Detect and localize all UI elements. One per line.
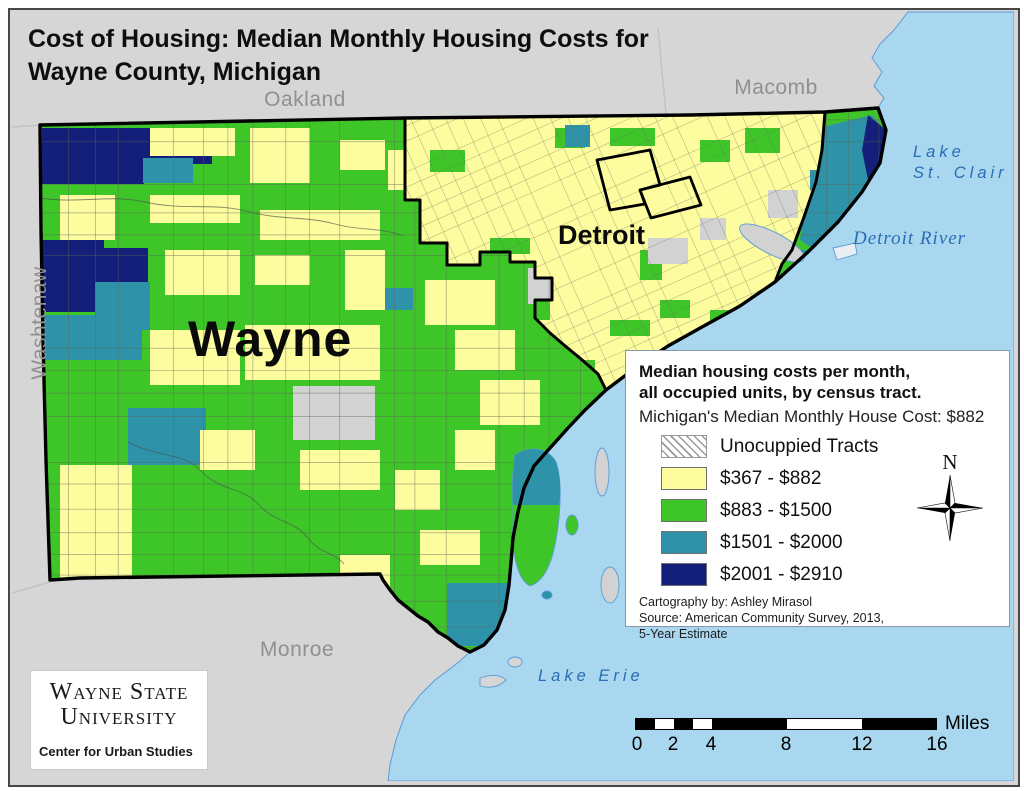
logo-org-line1: Wayne State: [49, 679, 189, 705]
legend-note: Michigan's Median Monthly House Cost: $8…: [639, 407, 985, 426]
scale-tick: 2: [667, 734, 679, 755]
place-label-detroit: Detroit: [558, 220, 645, 250]
north-arrow-icon: N: [916, 451, 984, 542]
detroit-city-boundary: [403, 111, 827, 391]
logo-dept: Center for Urban Studies: [39, 744, 193, 759]
detroit-river-label: Detroit River: [853, 228, 967, 249]
belle-isle-island: [739, 223, 805, 263]
scale-unit-label: Miles: [945, 713, 990, 734]
scale-tick: 16: [926, 734, 948, 755]
enclave-boundaries: [595, 148, 703, 220]
legend-item-label: $367 - $882: [720, 467, 822, 489]
legend-item-class4: $2001 - $2910: [639, 562, 1009, 587]
scale-segment: [693, 719, 712, 729]
scale-tick: 0: [631, 734, 643, 755]
scale-segment: [787, 719, 862, 729]
legend-item-class2: $883 - $1500: [639, 498, 1009, 523]
scale-tick: 4: [705, 734, 717, 755]
legend-item-label: $2001 - $2910: [720, 563, 843, 585]
scale-tick: 12: [851, 734, 873, 755]
detroit-base: [405, 112, 825, 390]
legend-item-label: $1501 - $2000: [720, 531, 843, 553]
credit-line: Source: American Community Survey, 2013,: [639, 611, 885, 625]
legend-credits: Cartography by: Ashley Mirasol Source: A…: [639, 594, 1009, 642]
class2-swatch-icon: [661, 499, 707, 522]
county-label-macomb: Macomb: [734, 76, 818, 99]
map-frame: Cost of Housing: Median Monthly Housing …: [8, 8, 1020, 787]
scale-segment: [655, 719, 674, 729]
county-divider-lines: [11, 27, 667, 594]
scale-segment: [862, 719, 936, 729]
legend-item-class3: $1501 - $2000: [639, 530, 1009, 555]
class3-swatch-icon: [661, 531, 707, 554]
legend-item-label: $883 - $1500: [720, 499, 832, 521]
class4-swatch-icon: [661, 563, 707, 586]
credit-line: 5-Year Estimate: [639, 627, 728, 641]
wayne-state-logo: Wayne State University Center for Urban …: [30, 670, 208, 770]
county-label-monroe: Monroe: [259, 638, 335, 661]
legend-box: Median housing costs per month, all occu…: [625, 350, 1010, 641]
scale-bar: 0 2 4 8 12 16 Miles: [631, 710, 1018, 766]
lake-erie-label: Lake Erie: [538, 667, 644, 685]
map-title-line1: Cost of Housing: Median Monthly Housing …: [28, 25, 649, 53]
legend-heading-line1: Median housing costs per month,: [639, 362, 911, 381]
legend-item-unoccupied: Unocuppied Tracts: [639, 434, 1009, 459]
scale-segment: [712, 719, 787, 729]
map-title: Cost of Housing: Median Monthly Housing …: [28, 23, 649, 89]
islands: [479, 223, 858, 688]
credit-line: Cartography by: Ashley Mirasol: [639, 595, 812, 609]
county-label-oakland: Oakland: [264, 88, 346, 111]
class1-swatch-icon: [661, 467, 707, 490]
lake-st-clair-label: Lake St. Clair: [913, 142, 1008, 184]
rivers: [40, 197, 404, 565]
county-label-washtenaw: Washtenaw: [28, 266, 51, 380]
scale-tick: 8: [780, 734, 792, 755]
scale-segment: [674, 719, 693, 729]
lake-st-clair-line2: St. Clair: [913, 164, 1008, 182]
wayne-county-boundary: [38, 106, 888, 654]
compass-north-label: N: [942, 451, 957, 474]
place-label-wayne: Wayne: [188, 311, 353, 367]
legend-item-class1: $367 - $882: [639, 466, 1009, 491]
map-title-line2: Wayne County, Michigan: [28, 58, 322, 86]
hatched-swatch-icon: [661, 435, 707, 458]
scale-segment: [636, 719, 655, 729]
scale-bar-segments: [635, 718, 937, 730]
boundaries: [38, 106, 888, 654]
logo-org-line2: University: [60, 704, 178, 730]
legend-item-label: Unocuppied Tracts: [720, 435, 879, 457]
legend-heading-line2: all occupied units, by census tract.: [639, 383, 922, 402]
lake-st-clair-line1: Lake: [913, 143, 965, 161]
